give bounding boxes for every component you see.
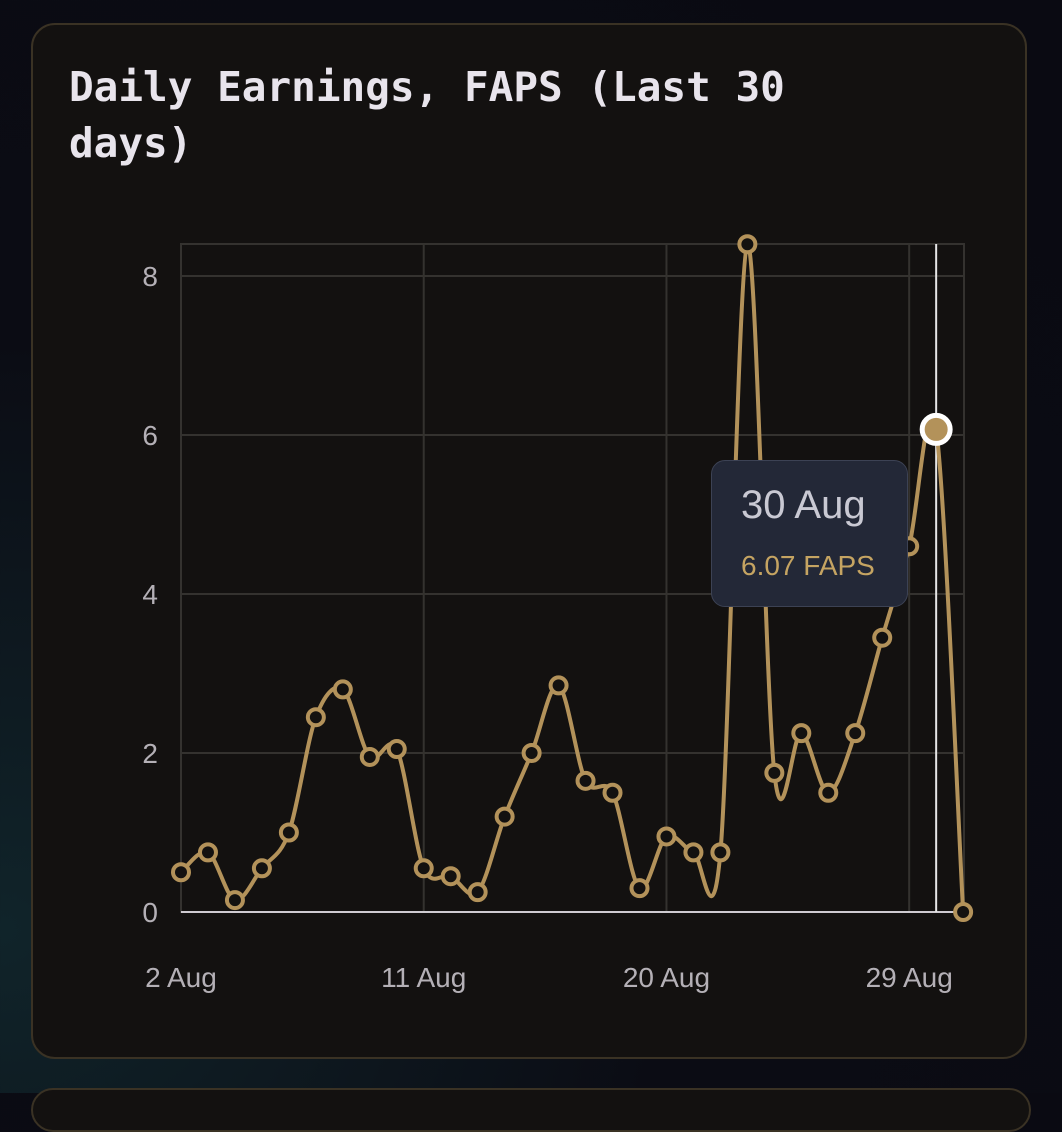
- data-point: [953, 902, 974, 922]
- data-point: [872, 627, 893, 648]
- data-point: [737, 234, 758, 255]
- y-tick-label: 4: [142, 579, 158, 610]
- data-point: [305, 707, 326, 728]
- data-point: [710, 842, 731, 863]
- data-point: [494, 806, 515, 827]
- tooltip-date: 30 Aug: [741, 483, 866, 527]
- data-point: [575, 770, 596, 791]
- data-point: [251, 858, 272, 879]
- x-tick-label: 29 Aug: [866, 962, 953, 993]
- data-point: [791, 723, 812, 744]
- y-tick-label: 0: [142, 897, 158, 928]
- earnings-line-chart[interactable]: 0 2 4 6 8 2 Aug 11 Aug 20 Aug 29 Aug: [0, 0, 1062, 1093]
- next-card-edge: [31, 1088, 1031, 1132]
- tooltip-value: 6.07 FAPS: [741, 550, 875, 581]
- data-point: [197, 842, 218, 863]
- data-point: [332, 679, 353, 700]
- data-point: [656, 826, 677, 847]
- y-tick-label: 8: [142, 261, 158, 292]
- data-point: [440, 866, 461, 887]
- data-point: [359, 746, 380, 767]
- data-point: [171, 862, 191, 883]
- data-point: [278, 822, 299, 843]
- data-point: [629, 878, 650, 899]
- y-tick-label: 6: [142, 420, 158, 451]
- data-point: [818, 782, 839, 803]
- data-point: [548, 675, 569, 696]
- data-point: [764, 762, 785, 783]
- data-point: [683, 842, 704, 863]
- data-point: [386, 739, 407, 760]
- data-point: [413, 858, 434, 879]
- data-point: [467, 882, 488, 903]
- x-tick-label: 2 Aug: [145, 962, 217, 993]
- data-point: [521, 743, 542, 763]
- y-tick-label: 2: [142, 738, 158, 769]
- data-point: [602, 782, 623, 803]
- card-title: Daily Earnings, FAPS (Last 30 days): [69, 63, 785, 167]
- data-point: [845, 723, 866, 744]
- data-point: [224, 890, 245, 911]
- highlighted-data-point: [919, 412, 953, 446]
- x-tick-label: 11 Aug: [381, 962, 466, 993]
- chart-tooltip: 30 Aug 6.07 FAPS: [711, 460, 908, 607]
- x-tick-label: 20 Aug: [623, 962, 710, 993]
